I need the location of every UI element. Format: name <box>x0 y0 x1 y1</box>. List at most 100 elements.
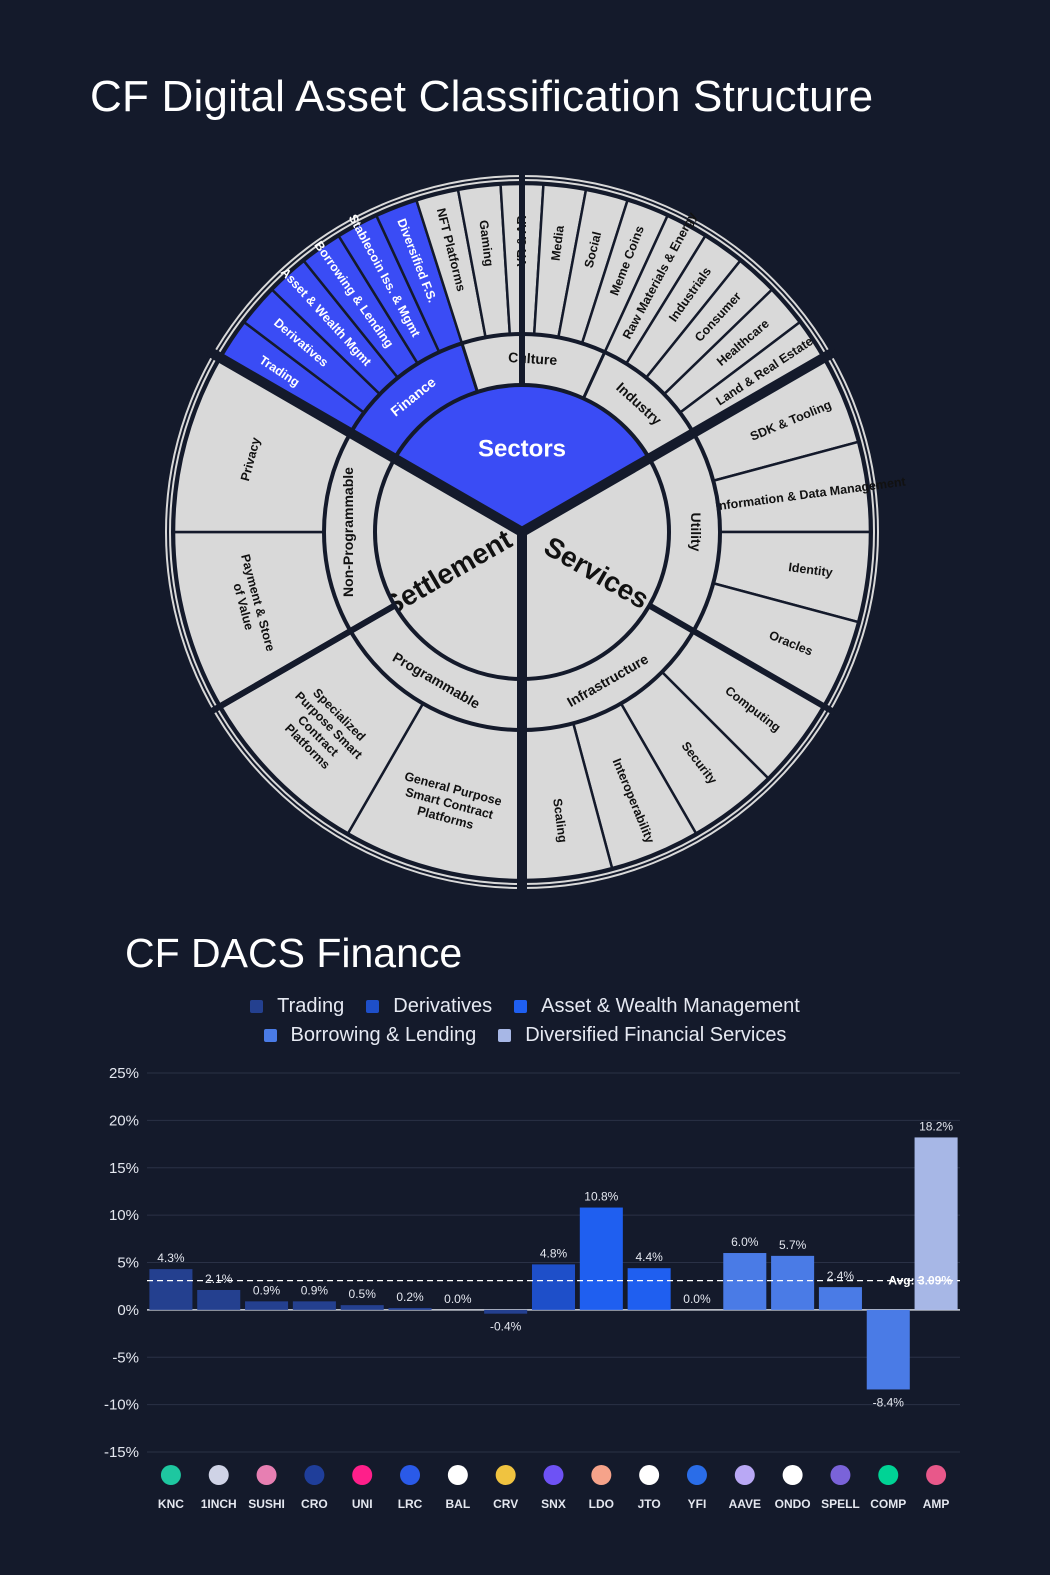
x-tick-label: YFI <box>688 1497 707 1511</box>
data-label: 2.4% <box>827 1269 855 1283</box>
x-tick-label: UNI <box>352 1497 373 1511</box>
y-tick-label: 25% <box>109 1065 139 1082</box>
bar-cro <box>292 1301 336 1310</box>
x-tick-label: AAVE <box>729 1497 761 1511</box>
group-divider <box>205 346 525 537</box>
x-tick-label: KNC <box>158 1497 184 1511</box>
bar-sushi <box>245 1301 289 1310</box>
token-icon-bal <box>447 1465 468 1485</box>
x-tick-label: AMP <box>923 1497 950 1511</box>
group-label-sectors: Sectors <box>478 435 566 462</box>
middle-ring-border <box>322 332 722 732</box>
y-tick-label: -15% <box>104 1444 139 1461</box>
bar-crv <box>484 1309 528 1314</box>
legend-item-borrowing-lending: Borrowing & Lending <box>263 1021 477 1050</box>
y-tick-label: 15% <box>109 1160 139 1177</box>
data-label: 0.9% <box>253 1283 281 1297</box>
classification-wheel: Settlement ServicesSectorsProgrammableGen… <box>165 175 908 889</box>
x-tick-label: LRC <box>398 1497 423 1511</box>
token-icon-uni <box>352 1465 373 1485</box>
token-icon-comp <box>878 1465 899 1485</box>
x-tick-label: SUSHI <box>248 1497 285 1511</box>
sector-divider <box>647 602 836 715</box>
y-tick-label: -10% <box>104 1397 139 1414</box>
y-tick-label: -5% <box>112 1349 139 1366</box>
page-title: CF Digital Asset Classification Structur… <box>90 72 874 121</box>
chart-legend: Trading Derivatives Asset & Wealth Managem… <box>150 992 900 1050</box>
legend-label: Diversified Financial Services <box>525 1024 787 1046</box>
token-icon-amp <box>926 1465 947 1485</box>
data-label: 0.0% <box>683 1292 711 1306</box>
category-label-scaling: Scaling <box>550 798 570 844</box>
x-tick-label: 1INCH <box>201 1497 237 1511</box>
average-label: Avg: 3.09% <box>888 1274 952 1288</box>
data-label: 2.1% <box>205 1272 233 1286</box>
token-icon-lrc <box>400 1465 421 1485</box>
data-label: 4.8% <box>540 1246 568 1260</box>
finance-chart-title: CF DACS Finance <box>125 930 463 976</box>
legend-swatch <box>366 1000 380 1013</box>
legend-label: Borrowing & Lending <box>290 1024 477 1046</box>
legend-label: Asset & Wealth Management <box>541 995 800 1017</box>
data-label: 4.3% <box>157 1251 185 1265</box>
bar-amp <box>914 1137 958 1310</box>
data-label: 5.7% <box>779 1238 807 1252</box>
bar-uni <box>340 1305 384 1310</box>
x-tick-label: LDO <box>589 1497 614 1511</box>
data-label: 4.4% <box>635 1250 663 1264</box>
inner-ring-border <box>373 383 671 681</box>
x-tick-label: CRO <box>301 1497 328 1511</box>
sector-label-non-programmable: Non-Programmable <box>340 467 356 597</box>
token-icon-aave <box>734 1465 755 1485</box>
data-label: 0.9% <box>301 1283 329 1297</box>
sector-divider <box>208 602 397 715</box>
bar-lrc <box>388 1307 432 1310</box>
y-tick-label: 20% <box>109 1112 139 1129</box>
token-icon-sushi <box>256 1465 277 1485</box>
token-icon-knc <box>160 1465 181 1485</box>
y-tick-label: 5% <box>117 1255 139 1272</box>
x-tick-label: BAL <box>446 1497 471 1511</box>
y-tick-label: 0% <box>117 1302 139 1319</box>
legend-label: Trading <box>277 995 345 1017</box>
sector-label-culture: Culture <box>508 349 558 368</box>
token-icon-jto <box>639 1465 660 1485</box>
token-icon-cro <box>304 1465 325 1485</box>
bar-1inch <box>197 1289 241 1310</box>
x-tick-label: SNX <box>541 1497 566 1511</box>
bar-aave <box>723 1253 767 1310</box>
legend-swatch <box>250 1000 264 1013</box>
x-tick-label: JTO <box>638 1497 661 1511</box>
x-tick-label: COMP <box>870 1497 906 1511</box>
data-label: 18.2% <box>919 1119 953 1133</box>
legend-label: Derivatives <box>393 995 493 1017</box>
x-tick-label: CRV <box>493 1497 518 1511</box>
category-label-media: Media <box>549 224 567 262</box>
bar-comp <box>866 1309 910 1390</box>
legend-item-trading: Trading <box>250 992 344 1021</box>
data-label: 0.5% <box>349 1287 377 1301</box>
data-label: 0.0% <box>444 1292 472 1306</box>
token-icon-spell <box>830 1465 851 1485</box>
x-tick-label: ONDO <box>775 1497 811 1511</box>
legend-swatch <box>498 1029 512 1042</box>
bar-ondo <box>771 1255 815 1310</box>
token-icon-1inch <box>208 1465 229 1485</box>
legend-item-derivatives: Derivatives <box>366 992 492 1021</box>
legend-swatch <box>514 1000 528 1013</box>
x-tick-label: SPELL <box>821 1497 860 1511</box>
token-icon-snx <box>543 1465 564 1485</box>
legend-item-diversified-financial-services: Diversified Financial Services <box>498 1021 786 1050</box>
bar-ldo <box>579 1207 623 1310</box>
bar-jto <box>627 1268 671 1310</box>
bar-spell <box>818 1287 862 1310</box>
data-label: 6.0% <box>731 1235 759 1249</box>
legend-item-asset-wealth-management: Asset & Wealth Management <box>514 992 800 1021</box>
token-icon-ondo <box>782 1465 803 1485</box>
y-tick-label: 10% <box>109 1207 139 1224</box>
data-label: 0.2% <box>396 1290 424 1304</box>
data-label: -8.4% <box>873 1395 905 1409</box>
token-icon-yfi <box>686 1465 707 1485</box>
sector-label-utility: Utility <box>688 513 704 552</box>
bar-snx <box>531 1264 576 1310</box>
